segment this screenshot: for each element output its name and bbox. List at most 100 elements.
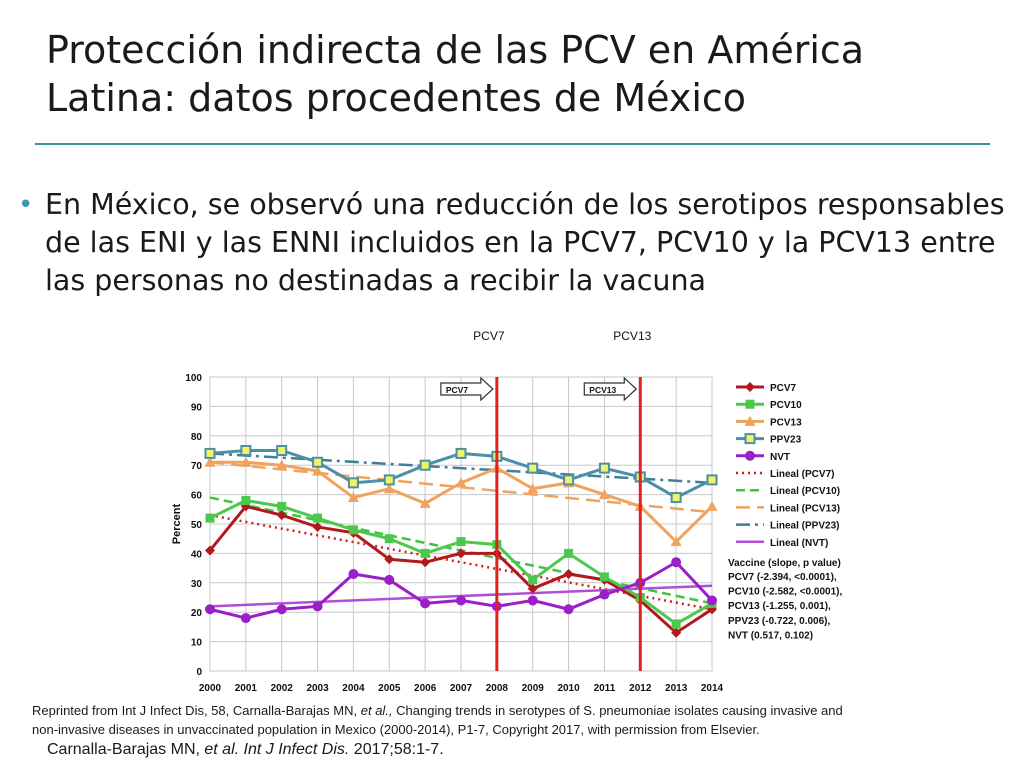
point-pcv13-2001	[240, 456, 252, 467]
point-pcv10-2010	[564, 548, 574, 558]
intro-label-pcv13: PCV13	[613, 329, 651, 343]
point-ppv23-2006	[419, 459, 431, 471]
point-pcv13-2003	[312, 465, 324, 476]
point-ppv23-2011	[598, 462, 610, 474]
y-tick-label-10: 10	[191, 638, 203, 649]
legend-marker-pcv13	[744, 415, 756, 426]
point-pcv10-2009	[528, 575, 538, 585]
point-pcv7-2003	[312, 521, 323, 532]
stats-title: Vaccine (slope, p value)	[728, 558, 841, 569]
point-pcv13-2009	[527, 483, 539, 494]
stats-line-3: PPV23 (-0.722, 0.006),	[728, 616, 831, 627]
point-pcv10-2005	[384, 534, 394, 544]
intro-arrow-pcv7	[440, 376, 494, 402]
point-pcv7-2013	[671, 627, 682, 638]
point-pcv13-2011	[598, 489, 610, 500]
point-pcv10-2013	[671, 619, 681, 629]
y-tick-label-40: 40	[191, 549, 203, 560]
x-tick-label-2003: 2003	[306, 683, 329, 694]
cite-post: 2017;58:1-7.	[349, 741, 444, 758]
citation: Carnalla-Barajas MN, et al. Int J Infect…	[47, 741, 444, 759]
legend-label-lineal-ppv23-: Lineal (PPV23)	[770, 521, 839, 532]
y-tick-label-60: 60	[191, 491, 203, 502]
x-tick-label-2001: 2001	[235, 683, 258, 694]
point-pcv7-2007	[456, 548, 466, 559]
point-ppv23-2010	[563, 474, 575, 486]
x-tick-label-2013: 2013	[665, 683, 688, 694]
intro-label-pcv7: PCV7	[473, 329, 505, 343]
point-nvt-2005	[384, 574, 395, 585]
bullet-dot-icon: •	[18, 190, 34, 220]
caption-line-1-post: Changing trends in serotypes of S. pneum…	[392, 703, 843, 718]
point-pcv13-2013	[670, 536, 682, 547]
point-ppv23-2005	[383, 474, 395, 486]
x-tick-label-2012: 2012	[629, 683, 652, 694]
legend-marker-ppv23	[744, 433, 756, 445]
point-nvt-2003	[312, 601, 323, 612]
slide-title: Protección indirecta de las PCV en Améri…	[46, 26, 996, 122]
x-tick-label-2008: 2008	[486, 683, 509, 694]
y-axis-label: Percent	[171, 503, 183, 544]
x-tick-label-2007: 2007	[450, 683, 473, 694]
point-ppv23-2002	[276, 445, 288, 456]
caption-line-2: non-invasive diseases in unvaccinated po…	[32, 722, 760, 737]
legend-label-pcv10: PCV10	[770, 400, 802, 411]
point-pcv10-2011	[599, 572, 609, 582]
intro-arrow-pcv13	[583, 376, 638, 402]
point-nvt-2000	[205, 604, 215, 615]
point-pcv10-2002	[277, 501, 287, 511]
point-pcv10-2001	[241, 495, 251, 505]
point-nvt-2013	[671, 557, 682, 568]
point-nvt-2007	[456, 595, 466, 606]
legend-label-pcv13: PCV13	[770, 417, 802, 428]
stats-line-4: NVT (0.517, 0.102)	[728, 630, 813, 641]
point-pcv10-2003	[313, 513, 323, 523]
point-nvt-2004	[348, 568, 359, 579]
point-pcv7-2005	[384, 554, 395, 565]
point-nvt-2011	[599, 589, 610, 600]
legend-label-ppv23: PPV23	[770, 435, 802, 446]
x-tick-label-2000: 2000	[199, 683, 222, 694]
title-divider	[35, 143, 990, 145]
x-tick-label-2004: 2004	[342, 683, 365, 694]
point-pcv7-2010	[563, 568, 574, 579]
x-tick-label-2010: 2010	[557, 683, 580, 694]
caption-line-1: Reprinted from Int J Infect Dis, 58, Car…	[32, 701, 1012, 720]
cite-pre: Carnalla-Barajas MN,	[47, 741, 205, 758]
stats-line-0: PCV7 (-2.394, <0.0001),	[728, 572, 837, 583]
bullet-text: En México, se observó una reducción de l…	[45, 188, 1005, 297]
point-nvt-2002	[276, 604, 287, 615]
y-tick-label-0: 0	[196, 667, 202, 678]
intro-arrow-label-pcv7: PCV7	[446, 385, 468, 395]
trendline-lineal-ppv23-	[209, 452, 713, 485]
point-ppv23-2001	[240, 445, 252, 456]
legend-label-lineal-pcv13-: Lineal (PCV13)	[770, 503, 840, 514]
point-pcv13-2007	[455, 477, 467, 488]
y-tick-label-100: 100	[185, 373, 202, 384]
intro-arrow-label-pcv13: PCV13	[589, 385, 616, 395]
x-tick-label-2014: 2014	[701, 683, 724, 694]
y-tick-label-30: 30	[191, 579, 203, 590]
y-tick-label-70: 70	[191, 461, 203, 472]
y-tick-label-50: 50	[191, 520, 203, 531]
slide-title-line-2: Latina: datos procedentes de México	[46, 76, 747, 120]
point-nvt-2010	[563, 604, 574, 615]
point-nvt-2006	[420, 598, 431, 609]
point-pcv7-2002	[276, 510, 287, 521]
y-tick-label-80: 80	[191, 432, 203, 443]
legend-label-lineal-pcv10-: Lineal (PCV10)	[770, 486, 840, 497]
x-tick-label-2009: 2009	[522, 683, 545, 694]
point-pcv10-2007	[456, 537, 466, 547]
point-ppv23-2014	[706, 474, 718, 486]
point-pcv13-2000	[204, 456, 216, 467]
x-tick-label-2006: 2006	[414, 683, 437, 694]
point-ppv23-2000	[204, 447, 216, 459]
legend-label-pcv7: PCV7	[770, 383, 797, 394]
point-nvt-2009	[527, 595, 538, 606]
legend-marker-nvt	[745, 450, 755, 461]
legend-marker-pcv10	[745, 399, 755, 409]
point-pcv10-2006	[420, 548, 430, 558]
caption-line-1-pre: Reprinted from Int J Infect Dis, 58, Car…	[32, 703, 361, 718]
x-tick-label-2011: 2011	[594, 683, 616, 694]
